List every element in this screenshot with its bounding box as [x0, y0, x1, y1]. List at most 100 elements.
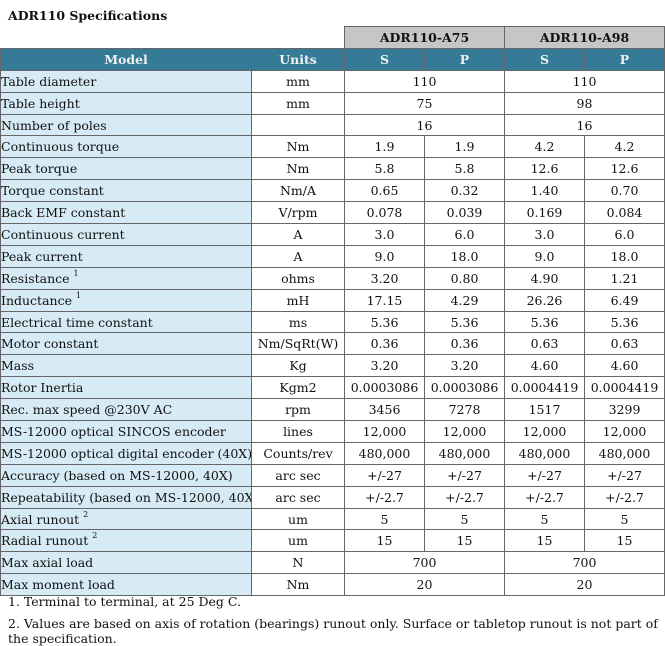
value-cell: 0.63	[504, 332, 585, 356]
value-cell: 5.36	[504, 310, 585, 334]
value-cell: 12,000	[344, 420, 425, 443]
table-row: MS-12000 optical digital encoder (40X) Co…	[0, 441, 665, 465]
value-cell: 0.80	[424, 266, 505, 290]
value-cell: 12,000	[504, 420, 585, 443]
row-label: Peak torque	[0, 157, 252, 181]
value-cell: 1517	[504, 398, 585, 422]
value-cell-merged: 20	[344, 573, 505, 597]
table-row: Back EMF constant V/rpm 0.078 0.039 0.169 0.0…	[0, 201, 665, 225]
group-header-a75: ADR110-A75	[344, 26, 505, 49]
row-label-text: Table height	[1, 95, 80, 111]
value-cell-merged: 700	[344, 551, 505, 575]
column-header-a75-s: S	[344, 47, 425, 71]
unit-cell: um	[251, 529, 345, 553]
value-cell: 480,000	[344, 441, 425, 465]
row-label: Repeatability (based on MS-12000, 40X)	[0, 485, 252, 509]
value-cell: 6.49	[584, 288, 665, 312]
row-label-text: Back EMF constant	[1, 205, 126, 221]
row-label-text: Rec. max speed @230V AC	[1, 402, 173, 418]
table-row: Mass Kg 3.20 3.20 4.60 4.60	[0, 354, 665, 378]
unit-cell: ohms	[251, 266, 345, 290]
value-cell-merged: 16	[504, 113, 665, 137]
page-title: ADR110 Specifications	[8, 8, 168, 23]
row-label-text: Continuous current	[1, 226, 125, 242]
column-header-row: Model Units S P S P	[0, 47, 665, 71]
value-cell: 5.36	[424, 310, 505, 334]
table-row: Peak torque Nm 5.8 5.8 12.6 12.6	[0, 157, 665, 181]
value-cell: 4.2	[504, 135, 585, 159]
spec-table: ADR110-A75 ADR110-A98 Model Units S P S …	[0, 26, 665, 597]
unit-cell: Nm/A	[251, 179, 345, 203]
table-row: Radial runout 2 um 15 15 15 15	[0, 529, 665, 553]
value-cell: 0.65	[344, 179, 425, 203]
column-header-a98-s: S	[504, 47, 585, 71]
spec-table-body: Table diameter mm 110 110 Table height mm 75 98…	[0, 69, 665, 597]
value-cell: 3.20	[344, 266, 425, 290]
footnote-1: 1. Terminal to terminal, at 25 Deg C.	[8, 594, 241, 609]
unit-cell: N	[251, 551, 345, 575]
value-cell: +/-2.7	[584, 485, 665, 509]
footnote-marker: 1	[75, 290, 82, 300]
table-row: Continuous current A 3.0 6.0 3.0 6.0	[0, 223, 665, 246]
unit-cell: arc sec	[251, 463, 345, 487]
value-cell: 15	[504, 529, 585, 553]
row-label: Resistance 1	[0, 266, 252, 290]
value-cell: 12,000	[584, 420, 665, 443]
table-row: Number of poles 16 16	[0, 113, 665, 137]
row-label: Max moment load	[0, 573, 252, 597]
row-label: Accuracy (based on MS-12000, 40X)	[0, 463, 252, 487]
value-cell-merged: 16	[344, 113, 505, 137]
unit-cell: lines	[251, 420, 345, 443]
value-cell-merged: 110	[344, 69, 505, 93]
value-cell: 18.0	[424, 244, 505, 268]
table-row: Motor constant Nm/SqRt(W) 0.36 0.36 0.63 0.63	[0, 332, 665, 356]
value-cell: 26.26	[504, 288, 585, 312]
value-cell: 12,000	[424, 420, 505, 443]
column-header-units: Units	[251, 47, 345, 71]
table-row: Max axial load N 700 700	[0, 551, 665, 575]
row-label-text: Table diameter	[1, 73, 97, 89]
table-row: MS-12000 optical SINCOS encoder lines 12,0…	[0, 420, 665, 443]
table-row: Torque constant Nm/A 0.65 0.32 1.40 0.70	[0, 179, 665, 203]
unit-cell: A	[251, 223, 345, 246]
column-header-a75-p: P	[424, 47, 505, 71]
unit-cell: Counts/rev	[251, 441, 345, 465]
unit-cell: Nm	[251, 135, 345, 159]
value-cell: 0.078	[344, 201, 425, 225]
value-cell: 480,000	[424, 441, 505, 465]
value-cell-merged: 98	[504, 91, 665, 115]
table-row: Accuracy (based on MS-12000, 40X) arc sec…	[0, 463, 665, 487]
group-header-a98: ADR110-A98	[504, 26, 665, 49]
unit-cell: ms	[251, 310, 345, 334]
row-label: Max axial load	[0, 551, 252, 575]
column-header-a98-p: P	[584, 47, 665, 71]
footnote-marker: 1	[73, 268, 79, 278]
value-cell: +/-2.7	[344, 485, 425, 509]
unit-cell	[251, 113, 345, 137]
unit-cell: Nm	[251, 573, 345, 597]
value-cell: 0.63	[584, 332, 665, 356]
unit-cell: Kg	[251, 354, 345, 378]
row-label: Rotor Inertia	[0, 376, 252, 400]
value-cell: 5	[584, 507, 665, 531]
value-cell: 4.2	[584, 135, 665, 159]
value-cell-merged: 700	[504, 551, 665, 575]
value-cell: +/-2.7	[424, 485, 505, 509]
value-cell: 0.169	[504, 201, 585, 225]
row-label-text: Electrical time constant	[1, 314, 153, 330]
footnote-marker: 2	[92, 531, 98, 541]
value-cell: 9.0	[344, 244, 425, 268]
value-cell: 0.36	[344, 332, 425, 356]
value-cell: +/-27	[424, 463, 505, 487]
column-header-model: Model	[0, 47, 252, 71]
value-cell: 9.0	[504, 244, 585, 268]
value-cell: 6.0	[424, 223, 505, 246]
value-cell: 15	[344, 529, 425, 553]
value-cell: +/-27	[344, 463, 425, 487]
row-label: MS-12000 optical digital encoder (40X)	[0, 441, 252, 465]
value-cell-merged: 110	[504, 69, 665, 93]
table-row: Electrical time constant ms 5.36 5.36 5.36 5.…	[0, 310, 665, 334]
value-cell: 5.36	[344, 310, 425, 334]
row-label: Rec. max speed @230V AC	[0, 398, 252, 422]
row-label-text: Continuous torque	[1, 139, 120, 155]
